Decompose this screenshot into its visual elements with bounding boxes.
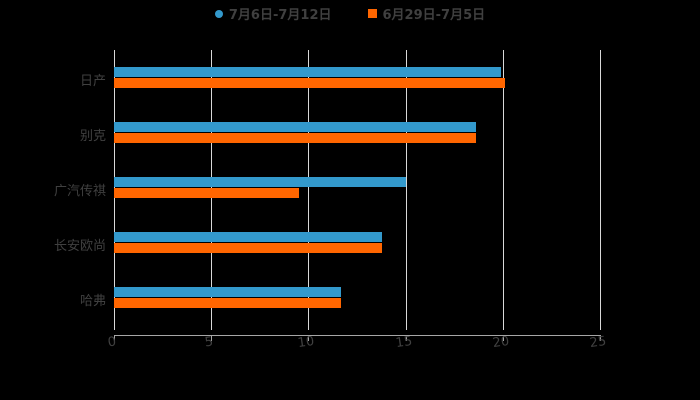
bar-series2[interactable] <box>114 188 299 198</box>
gridline <box>308 50 310 330</box>
legend-label-series1: 7月6日-7月12日 <box>228 8 332 23</box>
bar-series1[interactable] <box>114 122 476 132</box>
bar-series1[interactable] <box>114 232 383 242</box>
gridline <box>405 50 407 330</box>
axis-tick <box>600 335 601 341</box>
y-category-label: 长安欧尚 <box>53 239 106 254</box>
gridline <box>502 50 504 330</box>
axis-tick <box>308 335 310 341</box>
series2-marker-icon <box>367 9 377 18</box>
axis-tick <box>502 335 504 341</box>
bar-series2[interactable] <box>114 298 342 308</box>
series1-marker-icon <box>214 9 223 18</box>
x-tick-label: 0 <box>106 334 118 351</box>
y-category-label: 哈弗 <box>79 294 106 309</box>
bar-series1[interactable] <box>114 287 342 297</box>
y-category-label: 广汽传祺 <box>53 184 106 199</box>
y-category-label: 日产 <box>79 74 106 89</box>
axis-tick <box>211 335 213 341</box>
legend-item-series2[interactable]: 6月29日-7月5日 <box>367 4 486 23</box>
x-axis-line <box>114 335 600 336</box>
x-tick-label: 25 <box>588 333 608 352</box>
y-category-label: 别克 <box>79 129 106 144</box>
axis-tick <box>114 335 115 341</box>
bar-series1[interactable] <box>114 67 501 77</box>
gridline <box>600 50 601 330</box>
legend-label-series2: 6月29日-7月5日 <box>382 8 486 23</box>
bar-series2[interactable] <box>114 243 383 253</box>
x-tick-label: 5 <box>204 334 215 351</box>
legend-item-series1[interactable]: 7月6日-7月12日 <box>214 4 332 23</box>
chart-legend: 7月6日-7月12日 6月29日-7月5日 <box>0 4 700 23</box>
x-tick-label: 20 <box>491 333 511 352</box>
bar-series2[interactable] <box>114 78 505 88</box>
x-tick-label: 15 <box>394 333 413 352</box>
x-tick-label: 10 <box>297 333 316 352</box>
axis-tick <box>405 335 407 341</box>
bar-series1[interactable] <box>114 177 406 187</box>
bar-series2[interactable] <box>114 133 476 143</box>
